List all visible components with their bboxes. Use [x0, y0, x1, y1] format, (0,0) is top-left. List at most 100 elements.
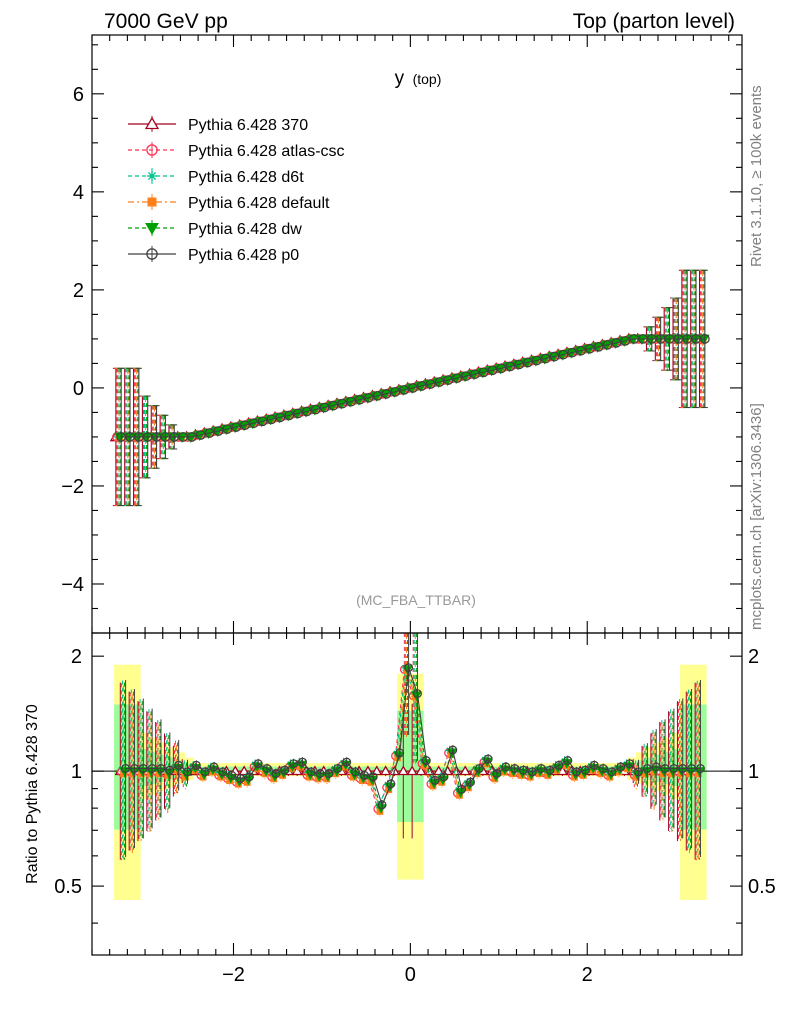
- ratio-point: [492, 768, 502, 778]
- main-point: [470, 369, 480, 380]
- legend-label: Pythia 6.428 370: [188, 117, 308, 134]
- main-point: [425, 379, 436, 389]
- main-point: [257, 416, 268, 427]
- ratio-y-tick-label-right: 1: [748, 761, 759, 783]
- ratio-point: [395, 748, 405, 758]
- ratio-band-inner: [131, 704, 141, 830]
- ratio-point: [459, 765, 471, 776]
- ratio-point: [379, 765, 392, 776]
- ratio-point: [519, 765, 529, 775]
- main-point: [293, 408, 303, 419]
- ratio-series-5: [121, 633, 705, 857]
- main-point: [346, 396, 357, 407]
- ratio-axes: −2 0 2 0.5 0.5 1 1 2 2: [54, 633, 776, 986]
- main-point: [593, 341, 604, 352]
- main-point: [213, 426, 224, 436]
- ratio-point: [368, 772, 378, 782]
- plot-title-sub: (top): [413, 71, 442, 87]
- ratio-point: [404, 663, 414, 673]
- main-y-tick-label: 2: [73, 280, 84, 302]
- plot-title-main: y: [395, 68, 405, 89]
- ratio-band-inner: [697, 704, 707, 830]
- main-series-line: [121, 338, 705, 438]
- ratio-point: [421, 756, 431, 766]
- legend-entry: Pythia 6.428 default: [128, 194, 330, 212]
- ratio-point: [306, 767, 316, 777]
- legend-label: Pythia 6.428 d6t: [188, 169, 304, 186]
- ratio-plot-marks: [92, 633, 742, 900]
- ratio-point: [474, 764, 484, 773]
- ratio-point: [227, 770, 237, 780]
- ratio-point: [687, 764, 697, 773]
- main-point: [434, 377, 445, 387]
- ratio-band-inner: [405, 710, 415, 822]
- ratio-point: [572, 767, 582, 777]
- ratio-point: [315, 768, 325, 778]
- ratio-band-inner: [397, 710, 406, 822]
- ratio-point: [651, 762, 661, 772]
- main-plot-marks: [109, 269, 710, 507]
- main-point: [567, 347, 578, 358]
- legend-entry: Pythia 6.428 d6t: [128, 168, 304, 186]
- plot-title: y (top): [395, 68, 442, 89]
- legend-marker: [147, 197, 157, 207]
- ratio-point: [642, 764, 652, 773]
- main-point: [301, 406, 312, 417]
- x-tick-label: 0: [405, 964, 416, 986]
- main-point: [204, 428, 215, 438]
- main-point: [390, 386, 401, 397]
- ratio-point: [244, 772, 254, 782]
- ratio-point: [183, 767, 192, 777]
- legend-entry: Pythia 6.428 370: [128, 116, 308, 134]
- ratio-point: [527, 767, 537, 777]
- ratio-point: [209, 762, 219, 772]
- analysis-label: (MC_FBA_TTBAR): [356, 592, 476, 608]
- main-point: [478, 367, 489, 378]
- ratio-point: [580, 765, 590, 775]
- legend-entry: Pythia 6.428 dw: [128, 220, 302, 238]
- ratio-point: [342, 757, 352, 767]
- main-point: [363, 392, 374, 403]
- main-point: [416, 381, 427, 391]
- main-point: [248, 418, 259, 429]
- ratio-frame: [91, 632, 743, 956]
- ratio-point: [333, 764, 343, 773]
- legend-label: Pythia 6.428 p0: [188, 247, 299, 264]
- ratio-point: [430, 775, 440, 785]
- source-label: mcplots.cern.ch [arXiv:1306.3436]: [748, 403, 765, 630]
- ratio-point: [660, 764, 670, 773]
- main-point: [602, 339, 613, 350]
- main-point: [514, 359, 525, 370]
- legend: Pythia 6.428 370 Pythia 6.428 atlas-csc Py…: [128, 116, 345, 264]
- header-right: Top (parton level): [573, 10, 735, 33]
- main-point: [487, 365, 498, 376]
- ratio-series-line: [125, 667, 701, 807]
- main-point: [611, 337, 622, 348]
- ratio-point: [536, 764, 546, 773]
- ratio-panel: −2 0 2 0.5 0.5 1 1 2 2 Ratio to Pythia 6.428 370: [24, 632, 776, 986]
- ratio-point: [147, 764, 157, 773]
- ratio-point: [415, 765, 427, 776]
- main-point: [355, 394, 365, 405]
- ratio-point: [218, 767, 228, 777]
- ratio-point: [236, 774, 246, 784]
- main-point: [558, 349, 569, 360]
- main-point: [496, 363, 507, 374]
- legend-label: Pythia 6.428 atlas-csc: [188, 143, 345, 160]
- ratio-point: [359, 770, 369, 780]
- ratio-point: [238, 765, 250, 776]
- ratio-bands: [114, 664, 707, 900]
- ratio-ylabel: Ratio to Pythia 6.428 370: [24, 704, 41, 884]
- ratio-y-tick-label-right: 2: [748, 646, 759, 668]
- ratio-point: [554, 760, 564, 770]
- legend-label: Pythia 6.428 default: [188, 195, 330, 212]
- main-point: [187, 432, 197, 442]
- main-series-5: [116, 269, 710, 507]
- ratio-point: [545, 765, 555, 775]
- ratio-point: [669, 764, 679, 773]
- ratio-point: [271, 768, 281, 778]
- main-point: [222, 424, 233, 434]
- rivet-label: Rivet 3.1.10, ≥ 100k events: [748, 85, 765, 267]
- ratio-band-inner: [680, 704, 689, 830]
